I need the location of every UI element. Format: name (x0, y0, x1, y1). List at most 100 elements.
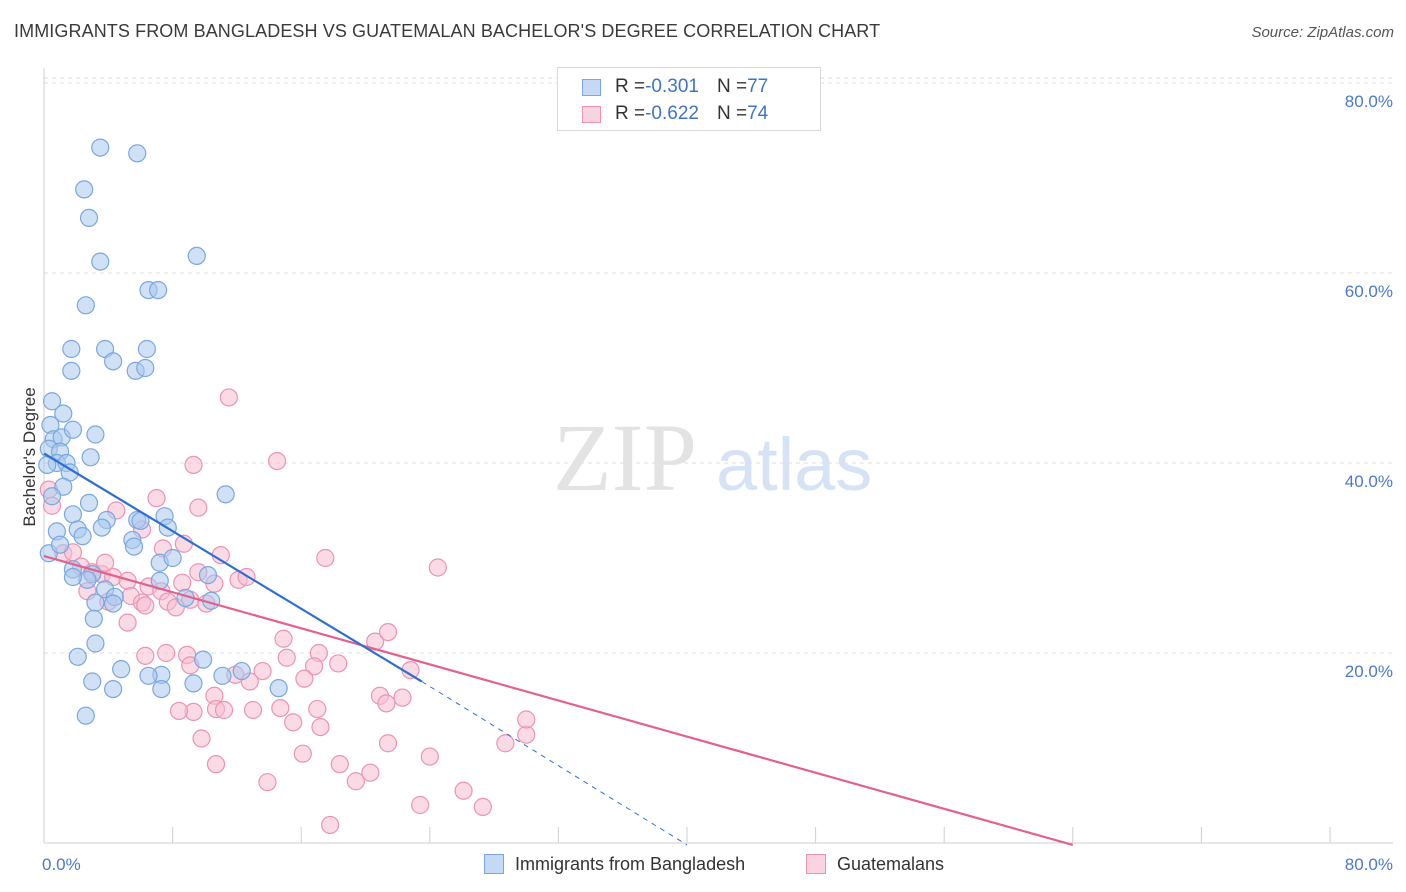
bangladesh-point (152, 679, 171, 699)
bottom-legend-label-guatemalans: Guatemalans (837, 853, 945, 874)
watermark-atlas: atlas (716, 423, 872, 506)
bangladesh-point (104, 679, 123, 699)
bangladesh-point (213, 666, 232, 685)
bangladesh-point (62, 361, 81, 380)
guatemalans-point (243, 700, 263, 720)
bangladesh-point (50, 535, 70, 554)
guatemalans-point (219, 388, 238, 407)
bangladesh-point (79, 208, 99, 227)
guatemalans-point (496, 734, 515, 753)
guatemalans-point (253, 661, 272, 681)
bangladesh-point (86, 425, 105, 444)
guatemalans-trend-line (43, 555, 1074, 846)
bangladesh-trend-extension (421, 681, 688, 846)
guatemalans-point (136, 596, 155, 615)
guatemalans-point (473, 797, 492, 817)
guatemalans-point (393, 688, 412, 707)
guatemalans-point (411, 795, 430, 815)
guatemalans-point (308, 699, 327, 719)
guatemalans-point (169, 701, 189, 721)
bangladesh-point (62, 339, 81, 359)
bangladesh-point (92, 518, 111, 537)
source-credit: Source: ZipAtlas.com (1251, 24, 1394, 41)
legend-n-value: 77 (747, 76, 769, 97)
bangladesh-point (187, 246, 206, 265)
guatemalans-point (454, 781, 473, 800)
guatemalans-point (214, 700, 234, 720)
guatemalans-point (346, 772, 365, 791)
bangladesh-point (91, 252, 110, 271)
bottom-legend-swatch-pink (806, 854, 826, 874)
guatemalans-point (271, 698, 290, 718)
guatemalans-point (517, 710, 536, 729)
guatemalans-point (189, 498, 208, 517)
legend-row-guatemalans: R = -0.622 N = 74 (582, 102, 768, 126)
bangladesh-point (42, 392, 62, 411)
guatemalans-point (378, 734, 398, 753)
guatemalans-point (192, 729, 211, 748)
guatemalans-point (184, 455, 203, 474)
guatemalans-point (147, 489, 166, 508)
grid-lines (44, 77, 1393, 654)
guatemalans-point (329, 654, 348, 673)
x-tick-label-min: 0.0% (42, 855, 81, 874)
guatemalans-point (420, 747, 439, 766)
guatemalans-point (311, 717, 330, 737)
legend-n-label: N = (716, 76, 748, 97)
bangladesh-point (149, 281, 168, 300)
legend-swatch-blue (582, 78, 601, 96)
bangladesh-point (232, 661, 251, 681)
bangladesh-point (86, 593, 105, 612)
bangladesh-point (68, 647, 87, 666)
watermark-zip: ZIP (553, 404, 697, 511)
guatemalans-point (274, 629, 293, 648)
bangladesh-point (139, 666, 158, 685)
bangladesh-point (63, 567, 83, 587)
bangladesh-point (91, 138, 110, 157)
guatemalans-point (258, 773, 277, 792)
y-tick-label-60: 60.0% (1345, 282, 1393, 301)
chart-title: IMMIGRANTS FROM BANGLADESH VS GUATEMALAN… (14, 21, 881, 41)
bottom-legend-bangladesh: Immigrants from Bangladesh (484, 852, 745, 876)
bangladesh-point (269, 679, 288, 698)
guatemalans-point (321, 815, 340, 835)
legend-r-value: -0.301 (645, 76, 699, 97)
bangladesh-point (124, 537, 144, 556)
legend-r-value: -0.622 (645, 103, 699, 124)
bottom-legend-swatch-blue (484, 854, 504, 874)
bangladesh-point (184, 674, 203, 693)
guatemalans-point (173, 573, 192, 592)
bangladesh-point (104, 352, 123, 371)
guatemalans-point (206, 755, 226, 774)
bangladesh-point (163, 548, 182, 568)
legend-r-label: R = (615, 76, 646, 97)
bangladesh-point (79, 493, 99, 512)
tick-labels: 20.0% 40.0% 60.0% 80.0% 0.0% 80.0% (42, 92, 1393, 874)
guatemalans-point (316, 548, 335, 568)
guatemalans-point (293, 744, 312, 763)
bangladesh-point (136, 358, 155, 378)
bangladesh-point (194, 650, 213, 669)
y-tick-label-40: 40.0% (1345, 472, 1393, 491)
bangladesh-trend-line (43, 452, 423, 683)
x-tick-label-max: 80.0% (1345, 855, 1393, 874)
watermark: ZIP atlas (553, 404, 872, 511)
bangladesh-point (73, 527, 92, 546)
bangladesh-point (137, 339, 156, 359)
guatemalans-point (118, 613, 137, 632)
guatemalans-point (428, 558, 447, 577)
bangladesh-point (76, 706, 95, 725)
guatemalans-point (517, 725, 536, 744)
bangladesh-point (104, 594, 123, 613)
legend-r-label: R = (615, 103, 646, 124)
trend-lines (43, 452, 1074, 846)
bangladesh-point (198, 565, 218, 585)
bangladesh-point (42, 487, 62, 506)
guatemalans-point (330, 755, 349, 774)
bangladesh-point (128, 144, 147, 163)
guatemalans-point (378, 622, 398, 642)
legend-n-label: N = (716, 103, 748, 124)
legend-n-value: 74 (747, 103, 769, 124)
bangladesh-point (84, 609, 103, 628)
